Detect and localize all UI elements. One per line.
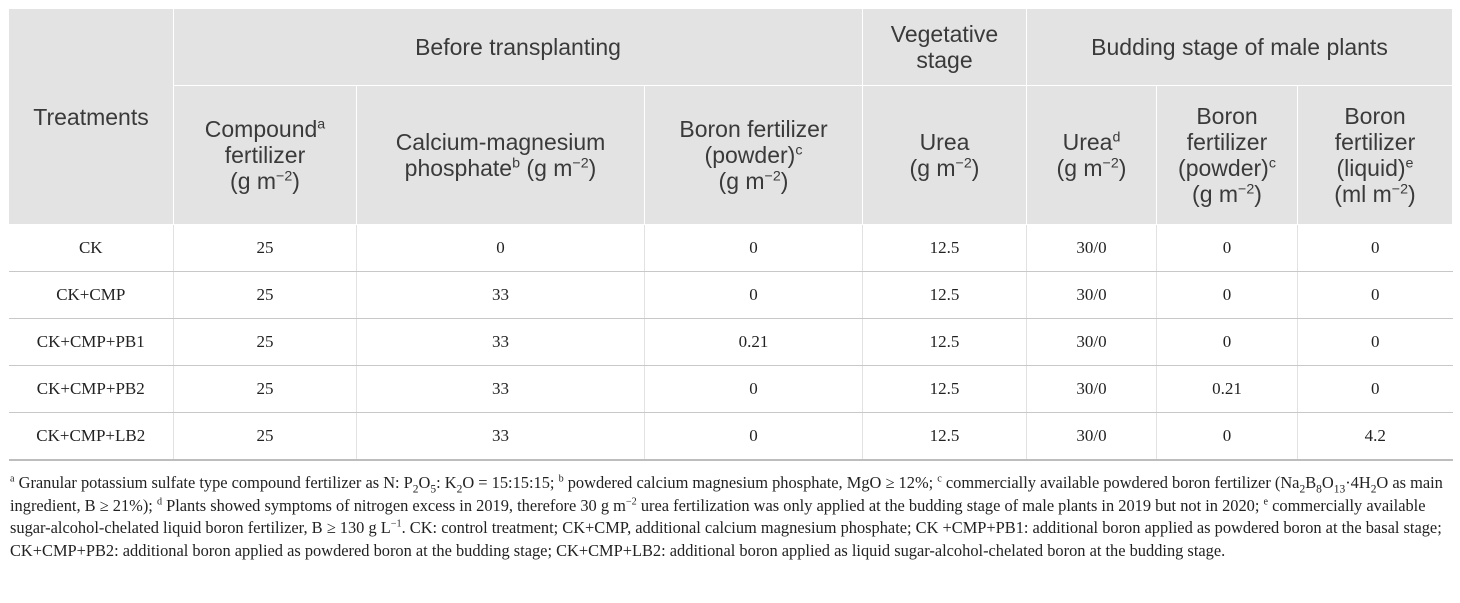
cell-urea-vegetative: 12.5 — [862, 224, 1027, 272]
cell-cmp: 33 — [356, 318, 645, 366]
fertilizer-table-container: Treatments Before transplanting Vegetati… — [8, 8, 1453, 461]
cell-cmp: 0 — [356, 224, 645, 272]
header-row-groups: Treatments Before transplanting Vegetati… — [8, 8, 1453, 225]
cell-boron-powder-budding: 0 — [1156, 318, 1298, 366]
group-header-before-transplanting: Before transplanting — [173, 8, 863, 86]
cell-boron-powder: 0 — [644, 224, 863, 272]
cell-boron-powder: 0 — [644, 412, 863, 461]
cell-urea-budding: 30/0 — [1026, 365, 1157, 413]
cell-urea-budding: 30/0 — [1026, 412, 1157, 461]
cell-urea-budding: 30/0 — [1026, 271, 1157, 319]
group-header-vegetative-stage: Vegetative stage — [862, 8, 1027, 86]
cell-boron-liquid-budding: 0 — [1297, 224, 1453, 272]
cell-urea-budding: 30/0 — [1026, 318, 1157, 366]
cell-boron-liquid-budding: 0 — [1297, 318, 1453, 366]
cell-urea-vegetative: 12.5 — [862, 365, 1027, 413]
cell-treatment: CK+CMP — [8, 271, 174, 319]
cell-treatment: CK — [8, 224, 174, 272]
cell-boron-powder-budding: 0 — [1156, 271, 1298, 319]
cell-compound: 25 — [173, 365, 357, 413]
cell-boron-powder-budding: 0 — [1156, 224, 1298, 272]
cell-boron-liquid-budding: 0 — [1297, 365, 1453, 413]
cell-urea-vegetative: 12.5 — [862, 412, 1027, 461]
table-row: CK 25 0 0 12.5 30/0 0 0 — [8, 224, 1453, 272]
cell-treatment: CK+CMP+PB1 — [8, 318, 174, 366]
table-row: CK+CMP 25 33 0 12.5 30/0 0 0 — [8, 271, 1453, 319]
cell-treatment: CK+CMP+LB2 — [8, 412, 174, 461]
cell-boron-liquid-budding: 4.2 — [1297, 412, 1453, 461]
cell-boron-liquid-budding: 0 — [1297, 271, 1453, 319]
col-header-boron-powder: Boron fertilizer (powder)c (g m−2) — [644, 85, 863, 225]
cell-boron-powder-budding: 0 — [1156, 412, 1298, 461]
table-footnote: a Granular potassium sulfate type compou… — [10, 472, 1452, 562]
col-header-calcium-magnesium-phosphate: Calcium-magnesium phosphateb (g m−2) — [356, 85, 645, 225]
table-row: CK+CMP+LB2 25 33 0 12.5 30/0 0 4.2 — [8, 412, 1453, 461]
cell-compound: 25 — [173, 412, 357, 461]
cell-urea-vegetative: 12.5 — [862, 318, 1027, 366]
cell-urea-budding: 30/0 — [1026, 224, 1157, 272]
col-header-urea-vegetative: Urea (g m−2) — [862, 85, 1027, 225]
cell-boron-powder: 0 — [644, 365, 863, 413]
col-header-compound-fertilizer: Compounda fertilizer (g m−2) — [173, 85, 357, 225]
cell-compound: 25 — [173, 318, 357, 366]
cell-treatment: CK+CMP+PB2 — [8, 365, 174, 413]
fertilizer-table: Treatments Before transplanting Vegetati… — [8, 8, 1453, 461]
footnote-text: a Granular potassium sulfate type compou… — [10, 473, 1443, 560]
cell-cmp: 33 — [356, 365, 645, 413]
cell-boron-powder-budding: 0.21 — [1156, 365, 1298, 413]
cell-boron-powder: 0.21 — [644, 318, 863, 366]
table-row: CK+CMP+PB1 25 33 0.21 12.5 30/0 0 0 — [8, 318, 1453, 366]
cell-cmp: 33 — [356, 271, 645, 319]
col-header-treatments: Treatments — [8, 8, 174, 225]
col-header-urea-budding: Uread (g m−2) — [1026, 85, 1157, 225]
cell-cmp: 33 — [356, 412, 645, 461]
group-header-budding-stage: Budding stage of male plants — [1026, 8, 1453, 86]
cell-urea-vegetative: 12.5 — [862, 271, 1027, 319]
header-row-columns: Compounda fertilizer (g m−2) Calcium-mag… — [9, 85, 1453, 225]
cell-boron-powder: 0 — [644, 271, 863, 319]
table-row: CK+CMP+PB2 25 33 0 12.5 30/0 0.21 0 — [8, 365, 1453, 413]
cell-compound: 25 — [173, 224, 357, 272]
cell-compound: 25 — [173, 271, 357, 319]
col-header-boron-powder-budding: Boron fertilizer (powder)c (g m−2) — [1156, 85, 1298, 225]
col-header-boron-liquid-budding: Boron fertilizer (liquid)e (ml m−2) — [1297, 85, 1453, 225]
